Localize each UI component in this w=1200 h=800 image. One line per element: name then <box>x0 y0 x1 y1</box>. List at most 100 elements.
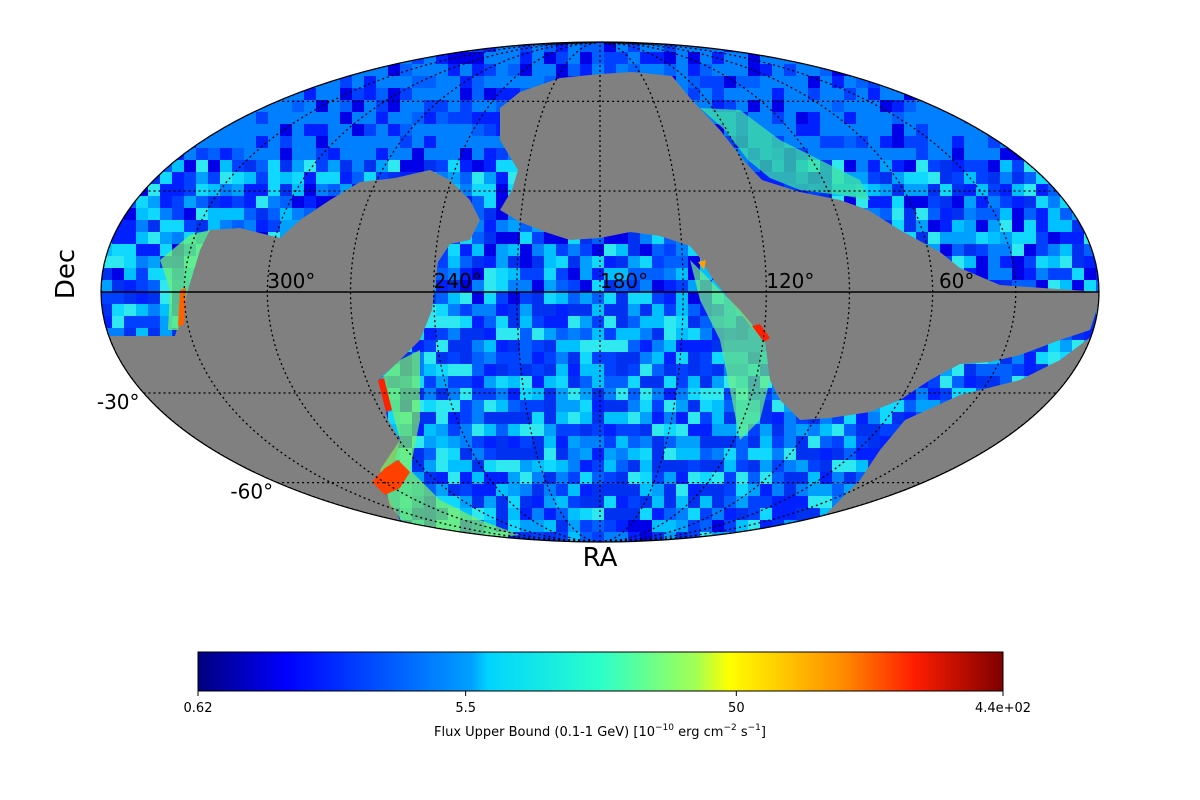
flux-pixel <box>1000 76 1013 89</box>
flux-pixel <box>256 220 269 233</box>
flux-pixel <box>112 436 125 449</box>
flux-pixel <box>892 124 905 137</box>
flux-pixel <box>532 244 545 257</box>
flux-pixel <box>1000 64 1013 77</box>
flux-pixel <box>472 424 485 437</box>
flux-pixel <box>1072 484 1085 497</box>
flux-pixel <box>568 256 581 269</box>
flux-pixel <box>148 412 161 425</box>
flux-pixel <box>160 88 173 101</box>
flux-pixel <box>508 256 521 269</box>
flux-pixel <box>1000 520 1013 533</box>
flux-pixel <box>976 172 989 185</box>
flux-pixel <box>976 52 989 65</box>
flux-pixel <box>676 448 689 461</box>
flux-pixel <box>148 508 161 521</box>
flux-pixel <box>1084 256 1097 269</box>
flux-pixel <box>556 292 569 305</box>
flux-pixel <box>748 532 761 542</box>
flux-pixel <box>280 124 293 137</box>
flux-pixel <box>580 352 593 365</box>
flux-pixel <box>268 532 281 542</box>
flux-pixel <box>820 424 833 437</box>
flux-pixel <box>748 100 761 113</box>
flux-pixel <box>484 388 497 401</box>
flux-pixel <box>1036 184 1049 197</box>
flux-pixel <box>412 448 425 461</box>
flux-pixel <box>568 280 581 293</box>
flux-pixel <box>496 412 509 425</box>
flux-pixel <box>101 64 113 77</box>
flux-pixel <box>460 136 473 149</box>
flux-pixel <box>532 484 545 497</box>
flux-pixel <box>292 124 305 137</box>
flux-pixel <box>1048 532 1061 542</box>
flux-pixel <box>880 424 893 437</box>
flux-pixel <box>520 64 533 77</box>
flux-pixel <box>280 172 293 185</box>
flux-pixel <box>688 424 701 437</box>
flux-pixel <box>328 64 341 77</box>
flux-pixel <box>988 520 1001 533</box>
flux-pixel <box>412 544 425 557</box>
flux-pixel <box>496 232 509 245</box>
flux-pixel <box>136 172 149 185</box>
flux-pixel <box>184 112 197 125</box>
flux-pixel <box>256 42 269 53</box>
flux-pixel <box>508 520 521 533</box>
flux-pixel <box>952 52 965 65</box>
flux-pixel <box>640 544 653 557</box>
flux-pixel <box>532 424 545 437</box>
flux-pixel <box>988 220 1001 233</box>
flux-pixel <box>101 472 113 485</box>
flux-pixel <box>1000 172 1013 185</box>
flux-pixel <box>436 544 449 557</box>
flux-pixel <box>1084 220 1097 233</box>
flux-pixel <box>532 388 545 401</box>
flux-pixel <box>280 136 293 149</box>
flux-pixel <box>616 292 629 305</box>
flux-pixel <box>172 52 185 65</box>
flux-pixel <box>952 172 965 185</box>
flux-pixel <box>496 544 509 557</box>
flux-pixel <box>316 52 329 65</box>
flux-pixel <box>484 88 497 101</box>
flux-pixel <box>688 352 701 365</box>
flux-pixel <box>1036 472 1049 485</box>
flux-pixel <box>988 364 1001 377</box>
flux-pixel <box>124 136 137 149</box>
flux-pixel <box>1036 424 1049 437</box>
flux-pixel <box>652 256 665 269</box>
flux-pixel <box>1024 544 1037 557</box>
flux-pixel <box>568 376 581 389</box>
flux-pixel <box>424 460 437 473</box>
flux-pixel <box>1036 496 1049 509</box>
flux-pixel <box>148 424 161 437</box>
flux-pixel <box>796 532 809 542</box>
flux-pixel <box>244 532 257 542</box>
flux-pixel <box>604 472 617 485</box>
colorbar-tick-label: 0.62 <box>184 701 213 716</box>
flux-pixel <box>112 88 125 101</box>
flux-pixel <box>988 508 1001 521</box>
flux-pixel <box>160 136 173 149</box>
flux-pixel <box>280 508 293 521</box>
ra-tick-label: 300° <box>267 269 315 293</box>
flux-pixel <box>196 220 209 233</box>
flux-pixel <box>1000 220 1013 233</box>
flux-pixel <box>1024 196 1037 209</box>
flux-pixel <box>364 76 377 89</box>
flux-pixel <box>232 124 245 137</box>
flux-pixel <box>544 376 557 389</box>
flux-pixel <box>1060 76 1073 89</box>
flux-pixel <box>520 508 533 521</box>
flux-pixel <box>628 256 641 269</box>
flux-pixel <box>1048 520 1061 533</box>
flux-pixel <box>604 508 617 521</box>
flux-pixel <box>472 400 485 413</box>
flux-pixel <box>148 448 161 461</box>
flux-pixel <box>424 472 437 485</box>
flux-pixel <box>484 196 497 209</box>
flux-pixel <box>1000 472 1013 485</box>
flux-pixel <box>232 52 245 65</box>
